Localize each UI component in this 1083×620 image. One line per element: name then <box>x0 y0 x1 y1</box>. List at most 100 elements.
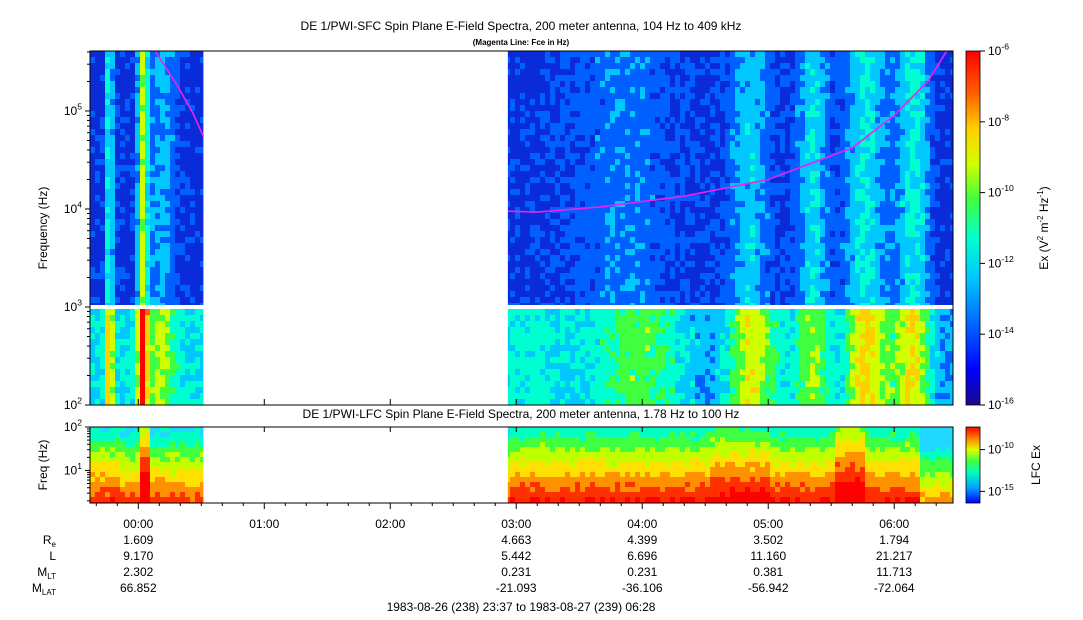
sfc-cell <box>835 111 840 117</box>
sfc-cell <box>705 273 710 279</box>
sfc-cell <box>615 195 620 201</box>
sfc-cell <box>610 249 615 255</box>
sfc-cell <box>635 255 640 261</box>
sfc-cell <box>585 111 590 117</box>
sfc-cell <box>755 75 760 81</box>
sfc-cell <box>615 69 620 75</box>
sfc-cell <box>550 267 555 273</box>
sfc-cell <box>865 291 870 297</box>
sfc-cell <box>590 213 595 219</box>
sfc-cell <box>625 51 630 57</box>
sfc-cell <box>95 159 100 165</box>
sfc-cell <box>930 243 935 249</box>
sfc-cell <box>820 333 825 339</box>
sfc-cell <box>580 123 585 129</box>
sfc-cell <box>610 111 615 117</box>
sfc-cell <box>850 249 855 255</box>
sfc-cell <box>140 51 145 57</box>
sfc-cell <box>160 225 165 231</box>
sfc-cell <box>900 231 905 237</box>
sfc-cell <box>810 225 815 231</box>
sfc-cell <box>780 279 785 285</box>
sfc-cell <box>575 249 580 255</box>
sfc-cell <box>135 129 140 135</box>
sfc-cell <box>775 339 780 345</box>
sfc-cell <box>630 207 635 213</box>
sfc-cell <box>760 201 765 207</box>
sfc-cell <box>135 339 140 345</box>
sfc-cell <box>155 75 160 81</box>
sfc-cell <box>745 51 750 57</box>
sfc-cell <box>525 129 530 135</box>
sfc-cell <box>115 171 120 177</box>
sfc-cell <box>140 177 145 183</box>
sfc-cell <box>950 183 953 189</box>
sfc-cell <box>740 123 745 129</box>
sfc-cell <box>160 339 165 345</box>
sfc-cell <box>750 231 755 237</box>
sfc-cell <box>775 315 780 321</box>
sfc-cell <box>770 213 775 219</box>
sfc-cell <box>850 105 855 111</box>
sfc-cell <box>145 117 150 123</box>
sfc-cell <box>580 129 585 135</box>
sfc-cell <box>880 297 885 303</box>
sfc-cell <box>910 231 915 237</box>
sfc-cell <box>640 93 645 99</box>
sfc-cell <box>630 147 635 153</box>
sfc-cell <box>515 255 520 261</box>
sfc-cell <box>865 147 870 153</box>
sfc-cell <box>175 51 180 57</box>
sfc-cell <box>850 225 855 231</box>
sfc-cell <box>920 195 925 201</box>
sfc-cell <box>585 93 590 99</box>
sfc-cell <box>865 255 870 261</box>
sfc-cell <box>680 231 685 237</box>
sfc-cell <box>795 297 800 303</box>
sfc-cell <box>700 147 705 153</box>
sfc-cell <box>630 291 635 297</box>
sfc-cell <box>560 105 565 111</box>
sfc-cell <box>125 99 130 105</box>
sfc-cell <box>105 75 110 81</box>
sfc-cell <box>175 111 180 117</box>
sfc-cell <box>860 339 865 345</box>
sfc-cell <box>840 333 845 339</box>
sfc-cell <box>825 285 830 291</box>
sfc-cell <box>595 87 600 93</box>
sfc-cell <box>545 279 550 285</box>
sfc-cell <box>755 105 760 111</box>
sfc-cell <box>670 249 675 255</box>
sfc-cell <box>685 243 690 249</box>
sfc-cell <box>645 99 650 105</box>
sfc-cell <box>525 315 530 321</box>
sfc-cell <box>925 57 930 63</box>
sfc-cell <box>880 63 885 69</box>
sfc-cell <box>620 63 625 69</box>
sfc-cell <box>740 315 745 321</box>
sfc-cell <box>880 177 885 183</box>
sfc-cell <box>735 159 740 165</box>
sfc-cell <box>885 153 890 159</box>
sfc-cell <box>775 219 780 225</box>
sfc-cell <box>675 261 680 267</box>
sfc-cell <box>720 327 725 333</box>
sfc-cell <box>695 327 700 333</box>
sfc-cell <box>815 249 820 255</box>
sfc-cell <box>600 225 605 231</box>
sfc-cell <box>930 249 935 255</box>
sfc-cell <box>650 291 655 297</box>
sfc-cell <box>895 261 900 267</box>
sfc-cell <box>910 141 915 147</box>
sfc-cell <box>920 165 925 171</box>
sfc-cell <box>695 117 700 123</box>
sfc-cell <box>795 171 800 177</box>
sfc-cell <box>510 117 515 123</box>
sfc-cell <box>510 273 515 279</box>
sfc-cell <box>605 339 610 345</box>
lfc-title: DE 1/PWI-LFC Spin Plane E-Field Spectra,… <box>303 407 740 421</box>
sfc-cell <box>920 159 925 165</box>
sfc-cell <box>880 171 885 177</box>
sfc-cell <box>105 105 110 111</box>
sfc-cell <box>620 195 625 201</box>
